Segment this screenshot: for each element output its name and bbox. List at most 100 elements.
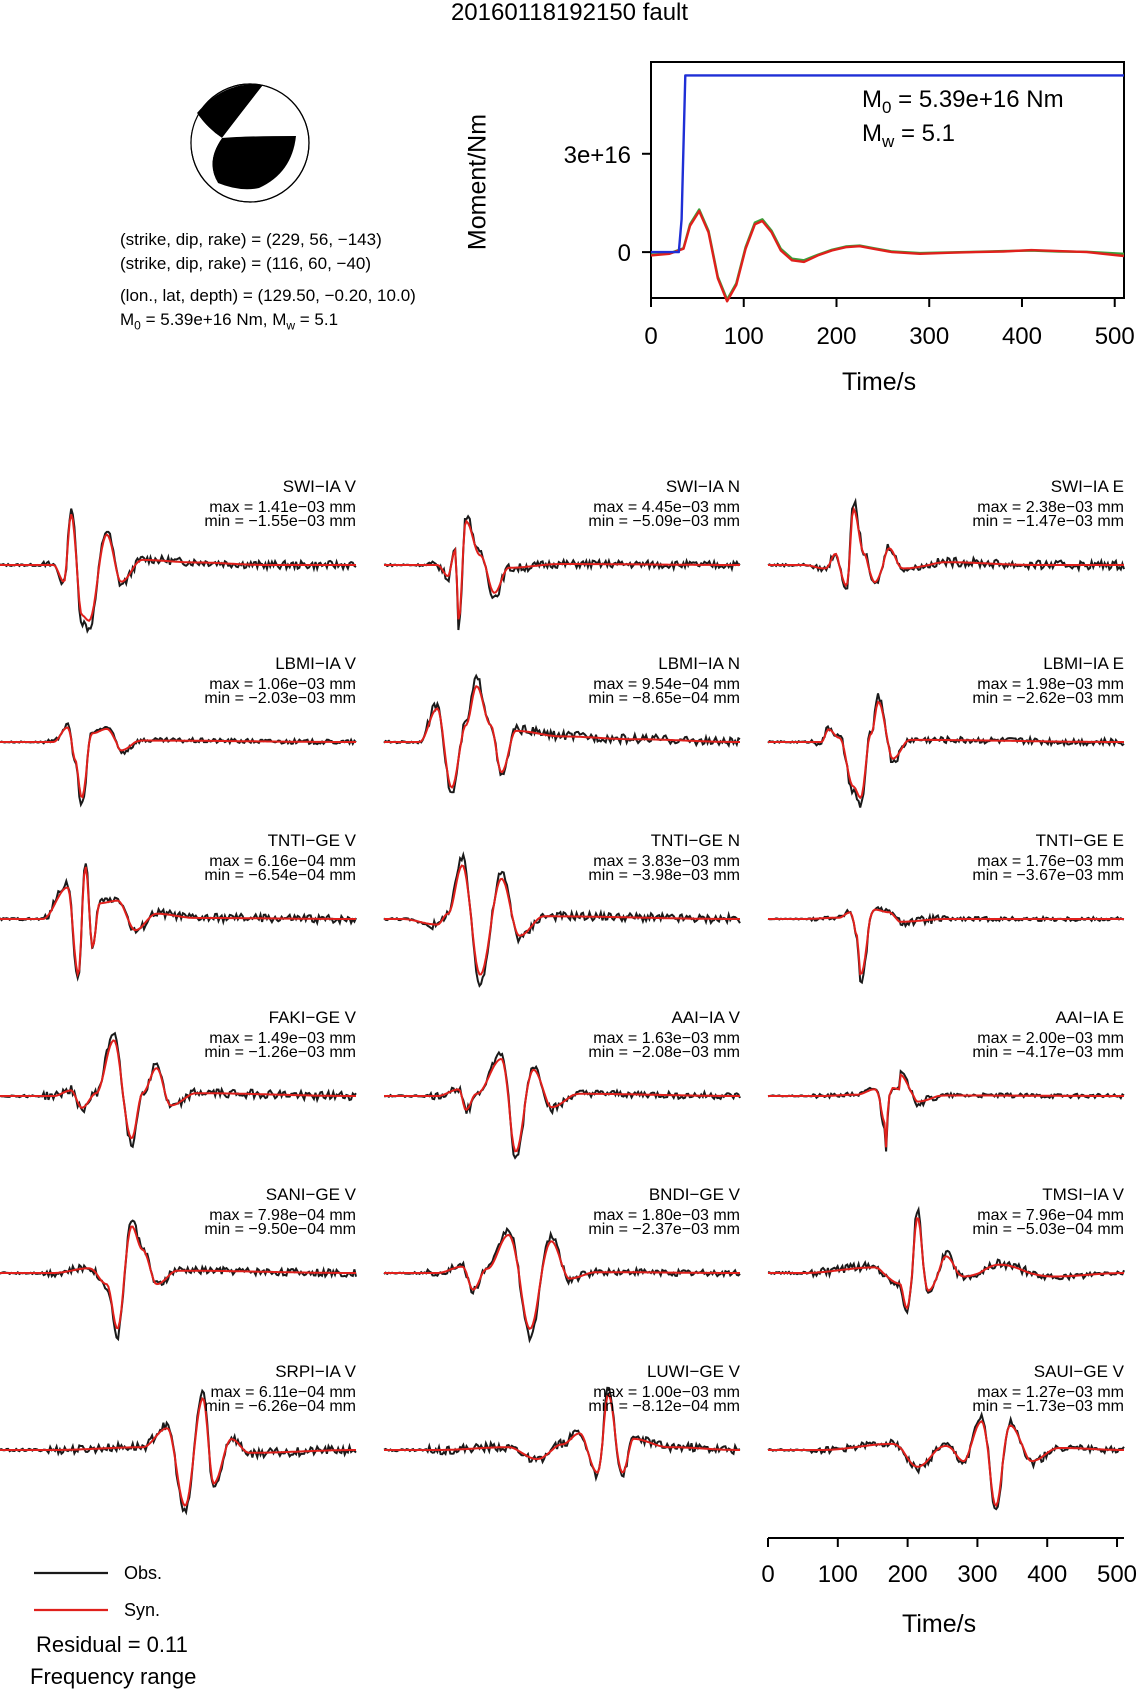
station-label: SANI−GE V: [266, 1185, 357, 1204]
observed-trace: [384, 1050, 741, 1160]
min-amplitude-label: min = −8.12e−04 mm: [588, 1398, 740, 1415]
min-amplitude-label: min = −1.47e−03 mm: [972, 513, 1124, 530]
station-label: SWI−IA E: [1051, 477, 1124, 496]
synthetic-trace: [0, 726, 356, 799]
max-amplitude-label: max = 1.06e−03 mm: [209, 676, 356, 693]
moment-x-axis-label: Time/s: [842, 368, 917, 396]
frequency-range-text: Frequency range: [30, 1664, 197, 1689]
waveform-x-axis-label: Time/s: [902, 1610, 977, 1638]
synthetic-trace: [768, 1216, 1124, 1311]
station-label: TNTI−GE V: [268, 831, 357, 850]
waveform-x-tick-label: 100: [818, 1561, 858, 1588]
max-amplitude-label: max = 3.83e−03 mm: [593, 853, 740, 870]
max-amplitude-label: max = 1.41e−03 mm: [209, 499, 356, 516]
synthetic-trace: [384, 864, 740, 976]
observed-trace: [767, 1411, 1125, 1511]
residual-text: Residual = 0.11: [36, 1632, 188, 1657]
moment-x-tick-label: 200: [816, 323, 856, 350]
legend-obs-label: Obs.: [124, 1563, 163, 1583]
synthetic-trace: [0, 1225, 356, 1330]
min-amplitude-label: min = −5.03e−04 mm: [972, 1221, 1124, 1238]
min-amplitude-label: min = −1.73e−03 mm: [972, 1398, 1124, 1415]
moment-x-tick-label: 500: [1095, 323, 1135, 350]
synthetic-trace: [384, 1057, 740, 1153]
min-amplitude-label: min = −5.09e−03 mm: [588, 513, 740, 530]
min-amplitude-label: min = −2.62e−03 mm: [972, 690, 1124, 707]
max-amplitude-label: max = 6.11e−04 mm: [210, 1384, 356, 1401]
station-label: LUWI−GE V: [647, 1362, 741, 1381]
max-amplitude-label: max = 1.98e−03 mm: [977, 676, 1124, 693]
station-label: LBMI−IA V: [275, 654, 356, 673]
station-label: TMSI−IA V: [1042, 1185, 1124, 1204]
station-label: TNTI−GE N: [651, 831, 740, 850]
synthetic-trace: [0, 1039, 356, 1140]
station-label: SWI−IA N: [666, 477, 740, 496]
min-amplitude-label: min = −2.37e−03 mm: [588, 1221, 740, 1238]
waveform-x-tick-label: 200: [888, 1561, 928, 1588]
synthetic-trace: [384, 1233, 740, 1330]
min-amplitude-label: min = −8.65e−04 mm: [588, 690, 740, 707]
min-amplitude-label: min = −1.55e−03 mm: [204, 513, 356, 530]
legend-syn-label: Syn.: [124, 1600, 161, 1620]
moment-summary: M0 = 5.39e+16 Nm, Mw = 5.1: [120, 310, 339, 333]
max-amplitude-label: max = 1.76e−03 mm: [977, 853, 1124, 870]
legend-obs-line: [34, 1571, 108, 1575]
waveform-x-tick-label: 400: [1027, 1561, 1067, 1588]
observed-trace: [0, 1219, 357, 1342]
moment-y-tick-label: 0: [618, 240, 631, 267]
observed-trace: [767, 905, 1125, 985]
max-amplitude-label: max = 9.54e−04 mm: [593, 676, 740, 693]
station-label: FAKI−GE V: [269, 1008, 357, 1027]
waveform-x-tick-label: 0: [761, 1561, 774, 1588]
station-label: LBMI−IA E: [1043, 654, 1124, 673]
synthetic-trace: [384, 685, 740, 789]
observed-trace: [0, 722, 357, 808]
observed-trace: [383, 514, 741, 631]
synthetic-trace: [0, 514, 356, 623]
max-amplitude-label: max = 1.49e−03 mm: [209, 1030, 356, 1047]
min-amplitude-label: min = −6.54e−04 mm: [204, 867, 356, 884]
synthetic-trace: [384, 1393, 740, 1474]
min-amplitude-label: min = −2.08e−03 mm: [588, 1044, 740, 1061]
moment-x-tick-label: 100: [724, 323, 764, 350]
moment-plot-frame: [650, 61, 1125, 299]
min-amplitude-label: min = −1.26e−03 mm: [204, 1044, 356, 1061]
min-amplitude-label: min = −6.26e−04 mm: [204, 1398, 356, 1415]
synthetic-trace: [0, 1396, 356, 1507]
synthetic-trace: [768, 700, 1124, 800]
observed-trace: [767, 693, 1125, 808]
max-amplitude-label: max = 6.16e−04 mm: [209, 853, 356, 870]
max-amplitude-label: max = 1.00e−03 mm: [593, 1384, 740, 1401]
legend-syn-line: [34, 1608, 108, 1612]
moment-series-line-blue: [651, 74, 1124, 254]
synthetic-trace: [768, 506, 1124, 588]
moment-function-chart: 0 100 200 300 400 500 0 3e+16: [564, 61, 1135, 350]
nodal-plane-2: (strike, dip, rake) = (116, 60, −40): [120, 254, 372, 273]
moment-x-tick-label: 400: [1002, 323, 1042, 350]
max-amplitude-label: max = 2.00e−03 mm: [977, 1030, 1124, 1047]
beachball-diagram: [190, 83, 310, 203]
waveform-x-tick-label: 300: [957, 1561, 997, 1588]
moment-y-tick-label: 3e+16: [564, 142, 631, 169]
station-label: AAI−IA E: [1055, 1008, 1124, 1027]
nodal-plane-1: (strike, dip, rake) = (229, 56, −143): [120, 230, 382, 249]
station-label: SAUI−GE V: [1034, 1362, 1125, 1381]
station-label: TNTI−GE E: [1036, 831, 1124, 850]
synthetic-trace: [768, 908, 1124, 976]
min-amplitude-label: min = −3.67e−03 mm: [972, 867, 1124, 884]
moment-x-tick-label: 0: [644, 323, 657, 350]
